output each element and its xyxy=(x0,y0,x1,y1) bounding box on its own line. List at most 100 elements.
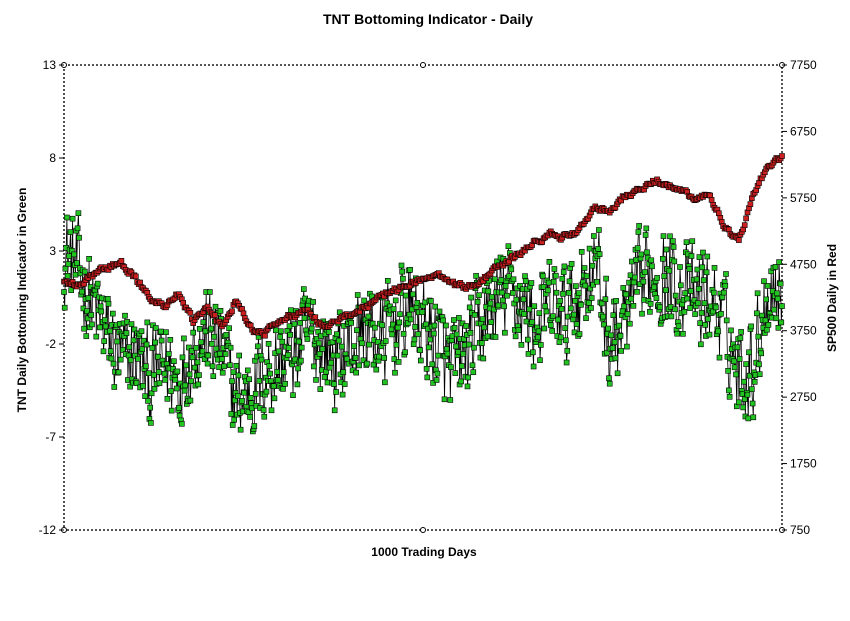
green-point xyxy=(756,371,763,378)
red-point xyxy=(187,309,194,316)
green-point xyxy=(657,304,663,311)
green-point xyxy=(543,308,550,315)
green-point xyxy=(723,317,730,324)
green-point xyxy=(559,275,566,282)
green-point xyxy=(424,374,431,381)
green-point xyxy=(247,394,254,401)
green-point xyxy=(684,295,691,302)
green-point xyxy=(145,398,151,404)
green-point xyxy=(672,306,678,313)
green-point xyxy=(764,326,770,333)
green-point xyxy=(429,361,436,368)
green-point xyxy=(536,310,543,317)
green-point xyxy=(186,344,192,351)
green-point xyxy=(520,296,527,303)
green-point xyxy=(686,266,693,272)
green-point xyxy=(471,344,477,351)
green-point xyxy=(659,255,666,262)
green-point xyxy=(531,303,538,310)
green-point xyxy=(399,268,406,275)
green-point xyxy=(654,275,660,281)
green-point xyxy=(204,360,211,367)
green-point xyxy=(354,292,361,298)
green-point xyxy=(173,385,180,392)
green-point xyxy=(217,307,224,314)
green-point xyxy=(360,357,367,364)
green-point xyxy=(467,329,474,336)
green-point xyxy=(772,264,779,270)
green-point xyxy=(702,322,709,328)
green-point xyxy=(213,345,219,352)
green-point xyxy=(430,380,436,386)
green-point xyxy=(614,370,621,377)
green-point xyxy=(130,337,137,344)
green-point xyxy=(280,386,286,392)
green-point xyxy=(610,312,617,319)
green-point xyxy=(423,365,430,372)
green-point xyxy=(94,280,101,287)
green-point xyxy=(189,354,196,361)
green-point xyxy=(608,332,614,339)
green-point xyxy=(696,254,703,260)
green-point xyxy=(647,308,653,315)
red-point xyxy=(240,310,247,317)
green-point xyxy=(736,356,743,362)
green-point xyxy=(586,300,592,306)
green-point xyxy=(451,317,457,323)
green-point xyxy=(280,369,287,376)
green-point xyxy=(499,289,505,296)
right-tick-label: 7750 xyxy=(790,58,817,72)
green-point xyxy=(292,356,299,363)
green-point xyxy=(701,300,708,307)
green-point xyxy=(393,341,400,348)
green-point xyxy=(301,315,308,321)
left-tick-label: -7 xyxy=(45,430,56,444)
green-point xyxy=(187,397,194,404)
green-point xyxy=(339,391,346,398)
green-point xyxy=(427,336,434,343)
green-point xyxy=(389,331,395,338)
green-point xyxy=(751,378,758,385)
green-point xyxy=(642,232,649,238)
green-point xyxy=(275,348,282,355)
green-point xyxy=(740,404,747,411)
green-point xyxy=(761,278,767,285)
green-point xyxy=(653,295,660,301)
green-point xyxy=(277,328,284,335)
green-point xyxy=(698,310,705,316)
green-point xyxy=(61,289,67,295)
green-point xyxy=(521,311,528,317)
green-point xyxy=(395,324,401,331)
green-point xyxy=(181,387,188,394)
green-point xyxy=(62,265,69,272)
green-point xyxy=(122,312,128,319)
green-point xyxy=(361,297,367,304)
green-point xyxy=(582,282,589,289)
green-point xyxy=(738,329,744,335)
green-point xyxy=(382,379,388,386)
green-point xyxy=(340,369,347,376)
green-point xyxy=(689,238,696,244)
green-point xyxy=(126,344,133,350)
green-point xyxy=(79,288,85,295)
green-point xyxy=(395,359,402,365)
green-point xyxy=(529,319,535,326)
green-point xyxy=(589,262,596,269)
green-point xyxy=(566,278,573,285)
green-point xyxy=(229,422,236,428)
green-point xyxy=(687,288,694,294)
green-point xyxy=(373,366,380,373)
green-point xyxy=(573,321,580,328)
green-point xyxy=(151,385,158,392)
green-point xyxy=(158,328,164,335)
green-point xyxy=(466,341,472,348)
green-point xyxy=(612,355,619,362)
green-point xyxy=(117,356,124,363)
green-point xyxy=(297,319,304,326)
green-point xyxy=(436,308,443,315)
green-point xyxy=(774,290,780,297)
green-point xyxy=(705,316,711,322)
green-point xyxy=(737,335,744,341)
y-axis-label-right: SP500 Daily in Red xyxy=(825,244,839,352)
green-point xyxy=(578,249,585,255)
